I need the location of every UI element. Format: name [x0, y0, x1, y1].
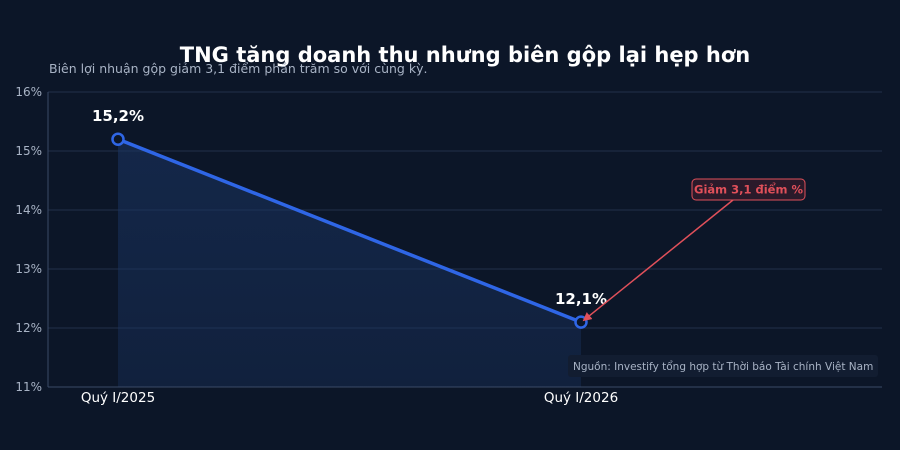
y-tick-label: 15%	[15, 144, 42, 158]
y-tick-label: 13%	[15, 262, 42, 276]
x-tick-label: Quý I/2026	[544, 390, 618, 406]
source-note: Nguồn: Investify tổng hợp từ Thời báo Tà…	[568, 355, 878, 377]
area-fill	[118, 139, 581, 387]
x-tick-label: Quý I/2025	[81, 390, 155, 406]
annotation-arrow	[582, 199, 734, 322]
annotation-box	[691, 178, 806, 201]
chart-title: TNG tăng doanh thu nhưng biên gộp lại hẹ…	[180, 43, 750, 67]
data-point	[574, 315, 588, 329]
chart-subtitle: Biên lợi nhuận gộp giảm 3,1 điểm phần tr…	[49, 61, 427, 76]
series-line-group: 15,2% 12,1%	[92, 107, 607, 329]
data-label: 15,2%	[92, 107, 144, 125]
data-label: 12,1%	[555, 290, 607, 308]
data-point	[111, 132, 125, 146]
series-line	[116, 137, 583, 324]
annotation-group: Giảm 3,1 điểm %	[582, 178, 806, 322]
area-under-line	[118, 139, 581, 387]
y-tick-label: 12%	[15, 321, 42, 335]
y-tick-label: 11%	[15, 380, 42, 394]
y-tick-label: 14%	[15, 203, 42, 217]
axes: 11% 12% 13% 14% 15% 16% Quý I/2025 Quý I/2026	[15, 85, 882, 406]
y-tick-label: 16%	[15, 85, 42, 99]
source-text: Nguồn: Investify tổng hợp từ Thời báo Tà…	[573, 360, 873, 373]
annotation-text: Giảm 3,1 điểm %	[694, 182, 803, 197]
